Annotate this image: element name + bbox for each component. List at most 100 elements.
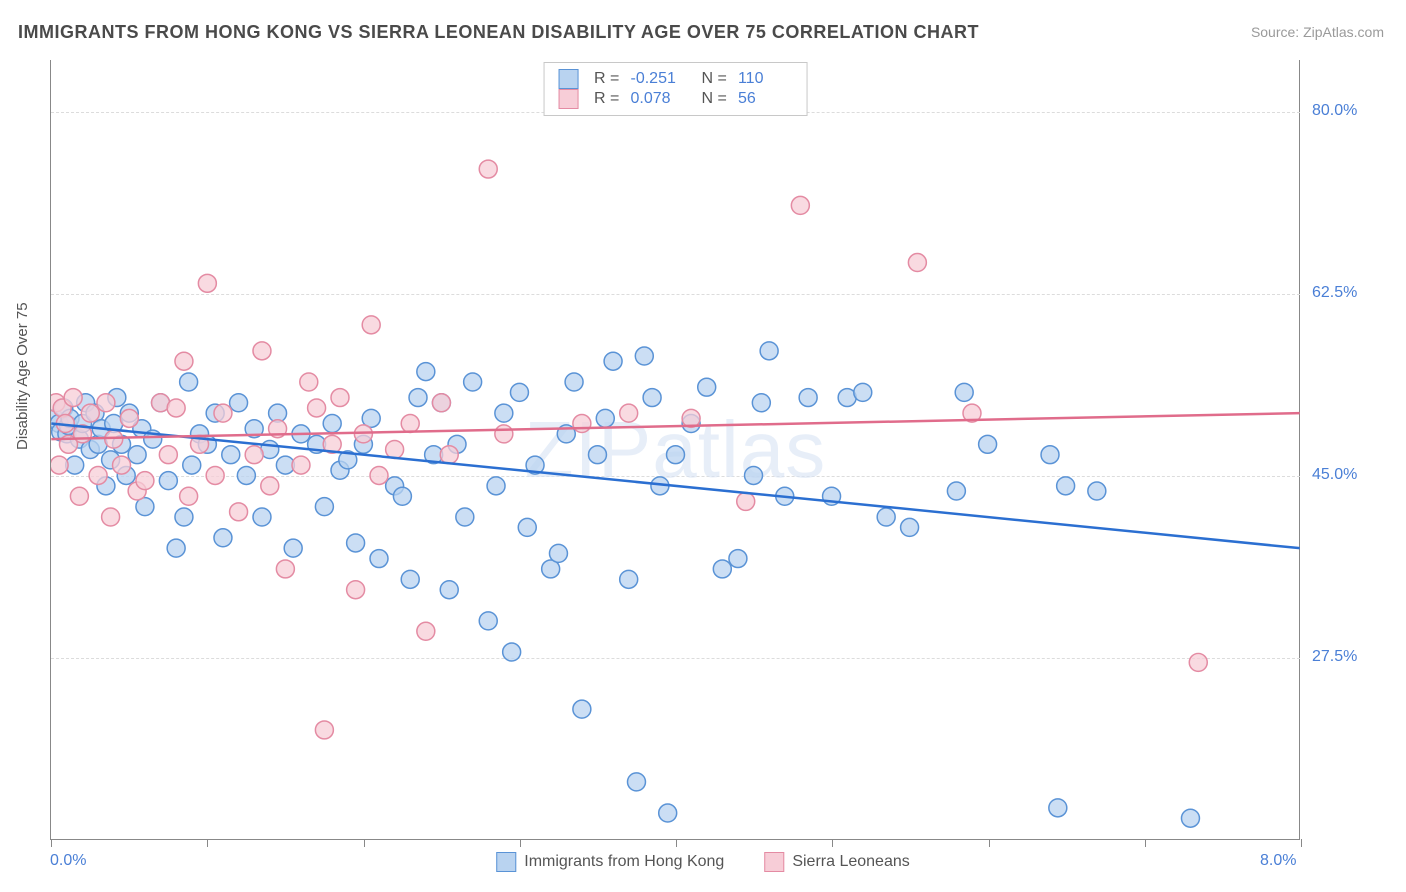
- trend-line: [51, 424, 1299, 549]
- x-tick: [832, 839, 833, 847]
- scatter-point: [167, 399, 185, 417]
- legend-row-series-a: R = -0.251 N = 110: [558, 69, 793, 89]
- scatter-point: [518, 518, 536, 536]
- scatter-point: [588, 446, 606, 464]
- scatter-point: [113, 456, 131, 474]
- legend-swatch-hk: [496, 852, 516, 872]
- x-tick: [989, 839, 990, 847]
- scatter-point: [159, 446, 177, 464]
- legend-r-label: R =: [594, 70, 626, 88]
- scatter-point: [284, 539, 302, 557]
- scatter-point: [237, 466, 255, 484]
- x-tick-label: 8.0%: [1260, 852, 1296, 870]
- scatter-point: [81, 404, 99, 422]
- scatter-point: [347, 581, 365, 599]
- scatter-point: [222, 446, 240, 464]
- scatter-point: [401, 415, 419, 433]
- scatter-point: [261, 477, 279, 495]
- x-tick: [1145, 839, 1146, 847]
- y-tick-label: 45.0%: [1312, 466, 1357, 484]
- legend-swatch-sl: [764, 852, 784, 872]
- legend-item-sl: Sierra Leoneans: [764, 852, 909, 872]
- scatter-point: [1049, 799, 1067, 817]
- scatter-point: [315, 721, 333, 739]
- plot-area: ZIPatlas R = -0.251 N = 110 R = 0.078 N …: [50, 60, 1300, 840]
- scatter-point: [495, 425, 513, 443]
- scatter-point: [253, 342, 271, 360]
- scatter-point: [620, 404, 638, 422]
- scatter-point: [596, 409, 614, 427]
- scatter-point: [799, 389, 817, 407]
- x-tick: [520, 839, 521, 847]
- scatter-point: [393, 487, 411, 505]
- legend-r-value-hk: -0.251: [631, 70, 686, 88]
- legend-n-label: N =: [702, 70, 734, 88]
- scatter-point: [51, 456, 68, 474]
- scatter-point: [979, 435, 997, 453]
- scatter-point: [409, 389, 427, 407]
- x-tick: [364, 839, 365, 847]
- scatter-point: [495, 404, 513, 422]
- chart-title: IMMIGRANTS FROM HONG KONG VS SIERRA LEON…: [18, 22, 979, 43]
- scatter-point: [760, 342, 778, 360]
- scatter-point: [370, 466, 388, 484]
- scatter-point: [573, 415, 591, 433]
- scatter-point: [386, 441, 404, 459]
- scatter-point: [230, 503, 248, 521]
- trend-line: [51, 413, 1299, 439]
- scatter-point: [1041, 446, 1059, 464]
- scatter-point: [908, 254, 926, 272]
- scatter-point: [737, 492, 755, 510]
- scatter-point: [120, 409, 138, 427]
- scatter-point: [955, 383, 973, 401]
- scatter-point: [510, 383, 528, 401]
- scatter-point: [549, 544, 567, 562]
- scatter-point: [175, 352, 193, 370]
- scatter-point: [175, 508, 193, 526]
- scatter-point: [102, 508, 120, 526]
- y-tick-label: 27.5%: [1312, 648, 1357, 666]
- scatter-point: [791, 196, 809, 214]
- legend-n-value-hk: 110: [738, 70, 793, 88]
- scatter-point: [89, 466, 107, 484]
- scatter-point: [635, 347, 653, 365]
- scatter-point: [752, 394, 770, 412]
- scatter-point: [183, 456, 201, 474]
- legend-r-label: R =: [594, 90, 626, 108]
- y-axis-title: Disability Age Over 75: [14, 302, 31, 450]
- y-tick-label: 62.5%: [1312, 284, 1357, 302]
- scatter-point: [347, 534, 365, 552]
- legend-swatch-sl: [558, 89, 578, 109]
- scatter-point: [401, 570, 419, 588]
- scatter-point: [573, 700, 591, 718]
- scatter-point: [745, 466, 763, 484]
- scatter-point: [565, 373, 583, 391]
- scatter-point: [323, 415, 341, 433]
- scatter-point: [198, 274, 216, 292]
- scatter-point: [854, 383, 872, 401]
- scatter-point: [1189, 653, 1207, 671]
- scatter-point: [180, 487, 198, 505]
- scatter-point: [1088, 482, 1106, 500]
- legend-n-value-sl: 56: [738, 90, 793, 108]
- correlation-chart: IMMIGRANTS FROM HONG KONG VS SIERRA LEON…: [0, 0, 1406, 892]
- scatter-point: [214, 404, 232, 422]
- scatter-point: [1057, 477, 1075, 495]
- x-tick: [1301, 839, 1302, 847]
- scatter-point: [667, 446, 685, 464]
- scatter-point: [877, 508, 895, 526]
- scatter-point: [698, 378, 716, 396]
- scatter-point: [417, 363, 435, 381]
- scatter-point: [1181, 809, 1199, 827]
- scatter-point: [315, 498, 333, 516]
- scatter-point: [128, 446, 146, 464]
- scatter-point: [464, 373, 482, 391]
- source-attribution: Source: ZipAtlas.com: [1251, 24, 1384, 40]
- scatter-point: [659, 804, 677, 822]
- scatter-point: [479, 612, 497, 630]
- legend-correlation-box: R = -0.251 N = 110 R = 0.078 N = 56: [543, 62, 808, 116]
- scatter-point: [253, 508, 271, 526]
- scatter-point: [417, 622, 435, 640]
- scatter-point: [214, 529, 232, 547]
- scatter-point: [97, 394, 115, 412]
